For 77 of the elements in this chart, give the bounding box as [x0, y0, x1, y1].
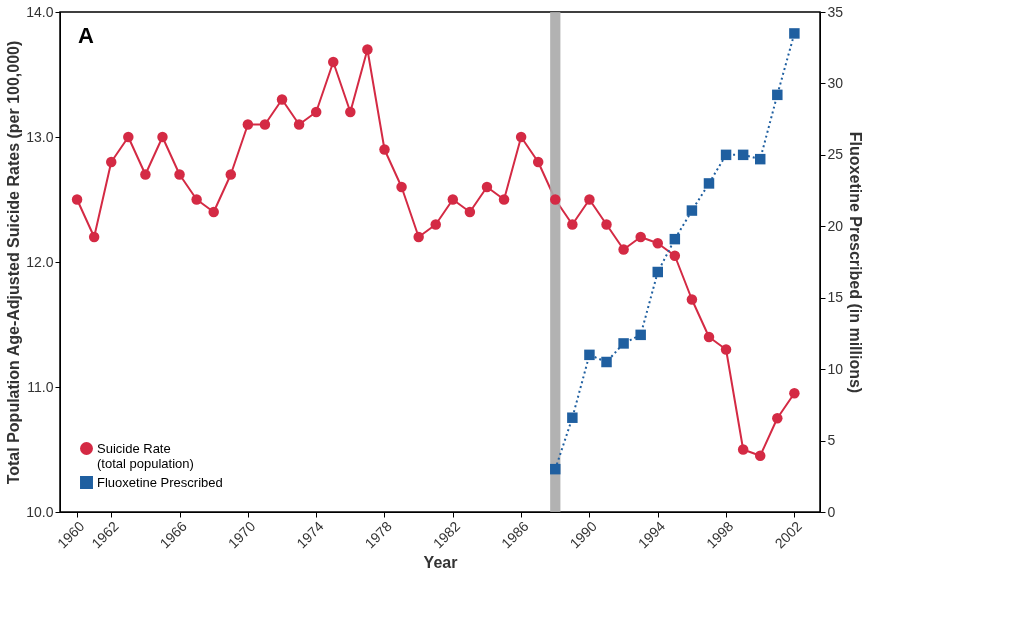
y-tick-label: 10.0: [26, 503, 54, 520]
point: [720, 149, 732, 161]
point: [362, 44, 373, 55]
point: [276, 94, 288, 105]
point: [310, 106, 322, 118]
y2-tick-label: 20: [827, 217, 844, 234]
point: [652, 238, 663, 249]
y2-tick-label: 10: [827, 360, 844, 377]
point: [430, 219, 441, 230]
point: [140, 169, 151, 180]
point: [601, 356, 612, 368]
point: [105, 156, 117, 168]
point: [447, 194, 459, 205]
point: [618, 338, 629, 349]
point: [532, 156, 544, 168]
point: [754, 450, 766, 461]
annotation: A: [78, 23, 94, 48]
y2-tick-label: 0: [827, 503, 836, 520]
point: [157, 131, 168, 143]
y2-tick-label: 30: [827, 74, 844, 91]
y-tick-label: 13.0: [26, 128, 54, 145]
point: [669, 250, 681, 261]
point: [328, 56, 339, 68]
point: [550, 463, 561, 475]
point: [242, 119, 254, 130]
point: [208, 206, 219, 218]
y-tick-label: 14.0: [26, 3, 54, 20]
point: [618, 244, 629, 255]
x-axis-title: Year: [423, 554, 458, 572]
y2-tick-label: 25: [827, 146, 844, 163]
y-tick-label: 11.0: [27, 378, 54, 395]
point: [703, 331, 715, 343]
point: [174, 169, 185, 180]
point: [686, 205, 698, 216]
point: [567, 412, 578, 423]
point: [635, 231, 646, 243]
point: [669, 233, 681, 245]
point: [88, 231, 100, 243]
point: [515, 131, 527, 143]
point: [584, 194, 595, 205]
point: [191, 194, 202, 205]
point: [123, 131, 134, 143]
y2-tick-label: 5: [827, 432, 836, 449]
point: [550, 194, 561, 205]
point: [464, 206, 476, 218]
point: [379, 144, 390, 155]
point: [259, 119, 271, 130]
point: [686, 294, 698, 305]
point: [652, 266, 663, 278]
point: [481, 181, 493, 193]
point: [635, 329, 646, 341]
point: [345, 106, 356, 118]
y2-tick-label: 35: [827, 3, 844, 20]
point: [413, 231, 424, 243]
y2-tick-label: 15: [827, 289, 844, 306]
point: [71, 194, 83, 205]
y-tick-label: 12.0: [26, 253, 54, 270]
point: [772, 413, 783, 424]
point: [584, 349, 595, 361]
point: [567, 219, 578, 230]
point: [498, 194, 510, 205]
point: [772, 89, 783, 101]
point: [225, 169, 237, 180]
point: [720, 344, 732, 355]
point: [396, 181, 407, 193]
point: [703, 178, 715, 189]
point: [293, 119, 305, 130]
point: [754, 153, 766, 165]
point: [789, 388, 800, 399]
point: [737, 444, 749, 455]
point: [789, 28, 800, 39]
point: [601, 219, 612, 230]
legend-label: Suicide Rate (total population): [97, 440, 194, 471]
y2-axis-title: Fluoxetine Prescribed (in millions): [847, 131, 865, 394]
y-axis-title: Total Population Age-Adjusted Suicide Rates (per 100,000): [5, 40, 23, 485]
point: [737, 149, 749, 161]
legend-label: Fluoxetine Prescribed: [97, 474, 223, 490]
